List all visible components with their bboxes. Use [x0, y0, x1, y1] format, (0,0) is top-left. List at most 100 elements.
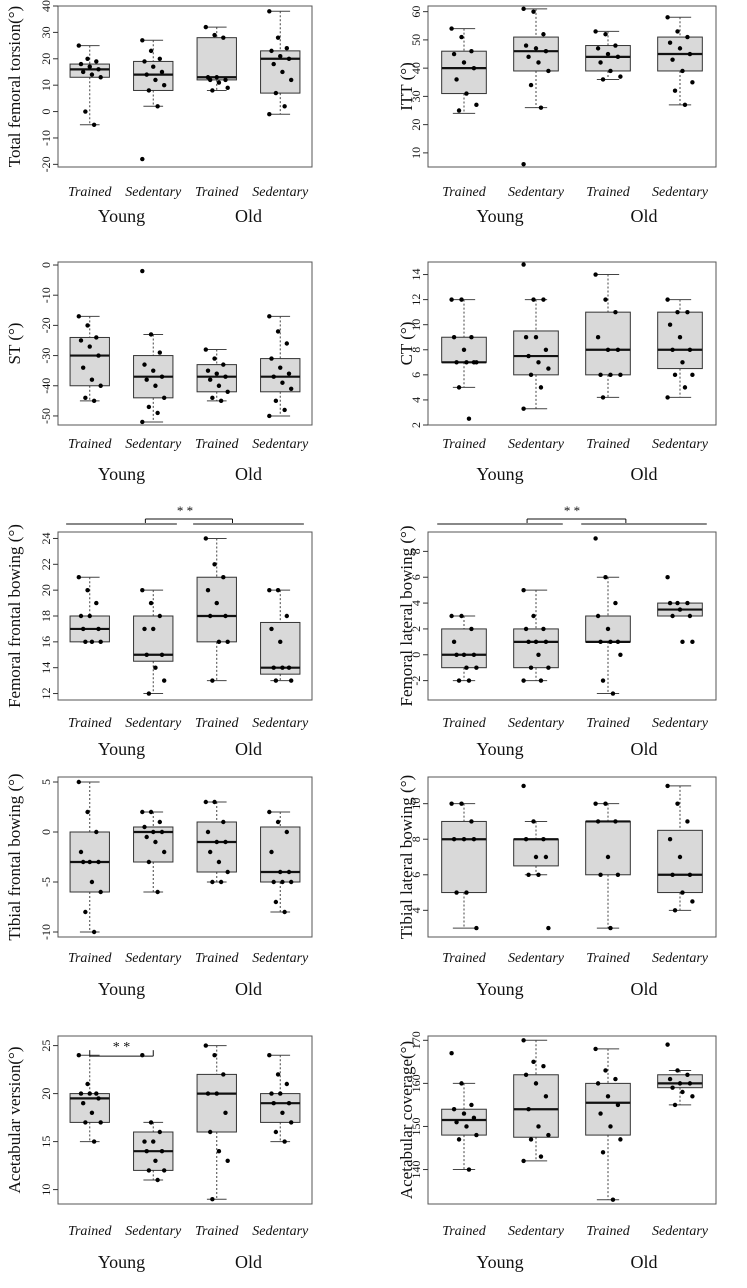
data-point	[665, 783, 670, 789]
data-point	[526, 54, 531, 60]
data-point	[140, 587, 145, 593]
box-4	[657, 15, 703, 108]
data-point	[459, 801, 464, 806]
y-tick-label: 0	[39, 109, 53, 115]
data-point	[286, 869, 292, 875]
data-point	[464, 360, 469, 365]
data-point	[469, 48, 474, 54]
plot-frame	[427, 1035, 717, 1205]
data-point	[685, 1072, 690, 1077]
data-point	[273, 90, 279, 96]
data-point	[613, 309, 618, 315]
chart-panel-5: 12 14 16 18 20 22 24 Femoral frontal bowing (°)…	[5, 503, 313, 759]
data-point	[161, 849, 167, 855]
data-point	[286, 665, 292, 670]
data-point	[278, 53, 283, 59]
data-point	[159, 374, 165, 379]
y-axis-label: Total femoral torsion(°)	[5, 6, 24, 167]
data-point	[474, 925, 479, 931]
data-point	[87, 64, 92, 69]
data-point	[203, 536, 209, 541]
data-point	[680, 890, 685, 895]
data-point	[536, 60, 541, 65]
y-tick-label: 150	[409, 1117, 423, 1135]
data-point	[85, 323, 90, 328]
chart-panel-4: 2 4 6 8 10 12 14 CT (°) Trained Sedentary Trained S…	[397, 261, 717, 484]
y-tick-label: -50	[39, 408, 53, 424]
box-4	[260, 587, 301, 683]
data-point	[456, 678, 462, 683]
data-point	[461, 60, 467, 65]
data-point	[89, 377, 95, 382]
data-point	[454, 77, 459, 82]
y-tick-label: 2	[409, 626, 423, 632]
box-3	[585, 536, 631, 696]
data-point	[526, 639, 531, 645]
data-point	[280, 1110, 285, 1116]
data-point	[451, 51, 457, 57]
data-point	[464, 1124, 469, 1129]
data-point	[685, 819, 690, 824]
data-point	[280, 69, 285, 75]
data-point	[541, 837, 546, 842]
y-tick-label: 30	[39, 26, 53, 38]
x-category-label: Trained	[586, 1224, 631, 1239]
data-point	[144, 1149, 149, 1154]
data-point	[284, 829, 290, 835]
x-category-label: Trained	[68, 437, 113, 452]
data-point	[670, 57, 675, 62]
data-point	[667, 600, 673, 606]
data-point	[207, 377, 213, 382]
data-point	[533, 335, 539, 340]
data-point	[461, 347, 467, 352]
data-point	[221, 362, 226, 367]
data-point	[672, 372, 678, 378]
x-category-label: Sedentary	[252, 185, 309, 200]
y-tick-label: 4	[409, 600, 423, 606]
data-point	[85, 809, 90, 815]
data-point	[598, 872, 603, 877]
box-body	[441, 50, 487, 95]
data-point	[80, 1101, 86, 1106]
data-point	[459, 613, 464, 619]
data-point	[146, 859, 152, 865]
data-point	[207, 1129, 213, 1135]
data-point	[667, 1076, 673, 1082]
box-1	[441, 613, 487, 683]
data-point	[157, 56, 163, 61]
data-point	[521, 1038, 526, 1043]
box-body	[196, 364, 237, 393]
x-category-label: Trained	[442, 1224, 487, 1239]
chart-panel-1: -20 -10 0 10 20 30 40 Total femoral torsion(°) T…	[5, 0, 313, 226]
data-point	[284, 46, 290, 51]
data-point	[278, 869, 283, 875]
data-point	[687, 51, 693, 57]
data-point	[533, 639, 539, 645]
data-point	[205, 368, 211, 373]
data-point	[282, 407, 287, 413]
x-category-label: Sedentary	[125, 1224, 182, 1239]
data-point	[269, 626, 274, 632]
data-point	[267, 587, 272, 593]
data-point	[214, 839, 219, 845]
y-tick-label: 15	[39, 1136, 53, 1148]
data-point	[89, 639, 95, 645]
data-point	[148, 332, 154, 337]
box-2	[133, 587, 174, 696]
data-point	[456, 108, 462, 113]
data-point	[615, 1102, 621, 1108]
data-point	[210, 678, 215, 683]
data-point	[210, 395, 215, 401]
data-point	[271, 1101, 276, 1106]
box-1	[69, 1053, 110, 1144]
data-point	[687, 613, 693, 619]
data-point	[687, 1081, 693, 1086]
data-point	[536, 872, 541, 877]
data-point	[83, 1120, 88, 1125]
data-point	[83, 909, 88, 915]
data-point	[142, 59, 147, 64]
data-point	[546, 366, 551, 371]
data-point	[613, 819, 618, 824]
data-point	[531, 613, 536, 619]
box-body	[513, 838, 559, 867]
